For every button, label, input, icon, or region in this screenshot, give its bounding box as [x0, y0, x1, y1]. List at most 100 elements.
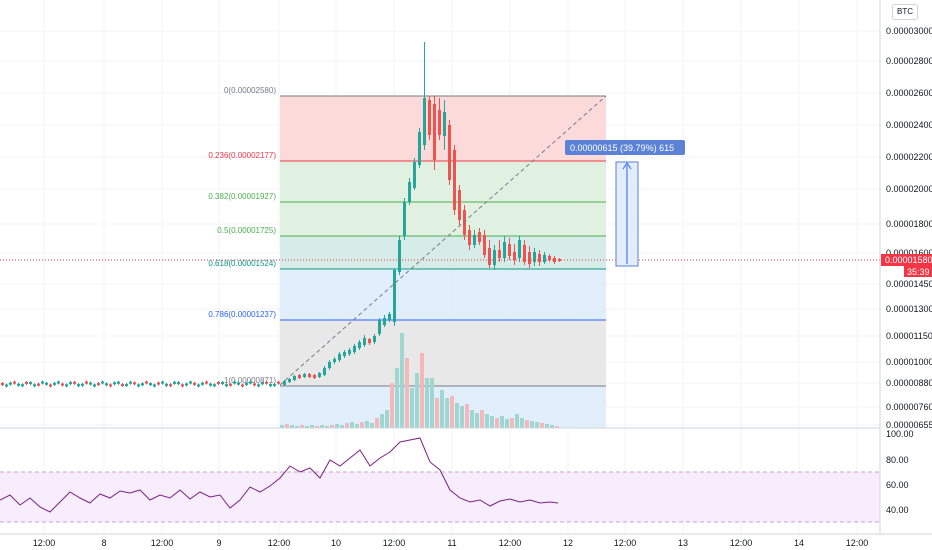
volume-bar	[350, 422, 354, 428]
rsi-band	[0, 472, 880, 522]
candle-body	[33, 384, 36, 387]
candle-body	[181, 384, 184, 387]
fib-zone	[280, 236, 606, 269]
candle-body	[261, 382, 264, 385]
time-axis[interactable]: 12:00 8 12:00 9 12:00 10 12:00 11 12:00 12 12:00 13…	[33, 538, 869, 548]
time-tick-label: 11	[447, 538, 456, 548]
price-tick-label: 0.00001600	[886, 248, 932, 258]
volume-bar	[430, 378, 434, 428]
candle-body	[265, 381, 268, 384]
candle-body	[253, 383, 256, 386]
volume-bar	[385, 410, 389, 428]
volume-bars	[280, 333, 559, 428]
fibonacci-retracement[interactable]: 0(0.00002580) 0.236(0.00002177) 0.382(0.00…	[208, 86, 606, 428]
candle-body	[161, 381, 164, 384]
price-tick-label: 0.00002000	[886, 184, 932, 194]
fib-level-label: 0(0.00002580)	[224, 86, 276, 95]
candle-body	[288, 379, 291, 382]
candle-body	[241, 384, 244, 387]
candle-body	[283, 381, 286, 385]
price-tick-label: 0.00001000	[886, 357, 932, 367]
time-tick-label: 9	[216, 538, 221, 548]
volume-bar	[435, 398, 439, 428]
candle-body	[438, 110, 441, 135]
candle-body	[37, 383, 40, 386]
candle-body	[408, 182, 411, 202]
volume-bar	[480, 410, 484, 428]
price-tick-label: 0.00000880	[886, 378, 932, 388]
bar-countdown: 35:39	[907, 267, 930, 277]
candle-body	[41, 381, 44, 384]
candle-body	[503, 242, 506, 258]
candle-body	[383, 318, 386, 325]
time-tick-label: 12:00	[730, 538, 753, 548]
candle-body	[513, 252, 516, 260]
candle-body	[109, 384, 112, 387]
candle-body	[65, 384, 68, 387]
candle-body	[225, 384, 228, 387]
volume-bar	[510, 418, 514, 428]
price-tick-label: 0.00001450	[886, 279, 932, 289]
candle-body	[21, 384, 24, 387]
volume-bar	[485, 414, 489, 428]
volume-bar	[340, 425, 344, 428]
price-range-measure[interactable]: 0.00000615 (39.79%) 615	[565, 140, 685, 267]
candle-body	[209, 383, 212, 386]
volume-bar	[355, 424, 359, 428]
candle-body	[45, 382, 48, 385]
candle-body	[453, 150, 456, 210]
candle-body	[193, 382, 196, 385]
candle-body	[433, 104, 436, 160]
candle-body	[358, 342, 361, 348]
volume-bar	[390, 383, 394, 428]
volume-bar	[405, 358, 409, 428]
candle-body	[493, 250, 496, 265]
volume-bar	[545, 424, 549, 428]
candle-body	[473, 235, 476, 245]
currency-button[interactable]: BTC	[892, 4, 918, 20]
candle-body	[57, 381, 60, 384]
volume-bar	[325, 426, 329, 428]
candle-body	[101, 381, 104, 384]
candle-body	[13, 381, 16, 384]
candle-body	[9, 382, 12, 385]
candle-body	[378, 320, 381, 334]
candle-body	[553, 258, 556, 262]
volume-bar	[535, 422, 539, 428]
rsi-axis[interactable]: 100.00 80.00 60.00 40.00	[886, 429, 914, 515]
candle-body	[308, 374, 311, 377]
volume-bar	[525, 420, 529, 428]
volume-bar	[515, 414, 519, 428]
fib-trend-line[interactable]	[279, 95, 607, 386]
candle-body	[169, 384, 172, 387]
candle-body	[53, 382, 56, 385]
price-axis[interactable]: 0.00003000 0.00002800 0.00002600 0.00002400…	[886, 26, 932, 430]
candle-body	[528, 252, 531, 264]
volume-bar	[465, 404, 469, 428]
volume-bar	[540, 423, 544, 428]
candle-body	[129, 381, 132, 384]
candle-body	[85, 381, 88, 384]
volume-bar	[520, 418, 524, 428]
price-tick-label: 0.00001800	[886, 219, 932, 229]
fib-level-label: 0.382(0.00001927)	[208, 192, 276, 201]
candle-body	[277, 381, 280, 384]
price-tick-label: 0.00000760	[886, 402, 932, 412]
candle-body	[121, 384, 124, 387]
candle-body	[348, 350, 351, 354]
candle-body	[518, 240, 521, 258]
volume-bar	[415, 373, 419, 428]
candle-body	[237, 382, 240, 385]
price-tick-label: 0.00002600	[886, 88, 932, 98]
time-tick-label: 12:00	[33, 538, 56, 548]
candle-body	[508, 244, 511, 256]
volume-bar	[375, 418, 379, 428]
candle-body	[269, 384, 272, 387]
price-tick-label: 0.00000655	[886, 420, 932, 430]
price-tick-label: 0.00002400	[886, 120, 932, 130]
measure-label-badge	[565, 140, 685, 155]
candle-body	[245, 382, 248, 385]
volume-bar	[555, 426, 559, 428]
